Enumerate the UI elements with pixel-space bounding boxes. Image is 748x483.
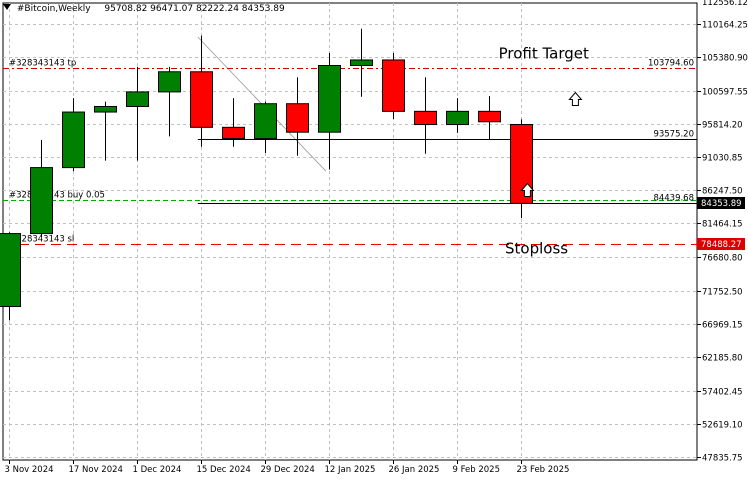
annotation-label: Stoploss [505,240,568,258]
candle-body [62,111,85,169]
candle-body [318,65,341,133]
candle-body [190,71,213,128]
candle-body [382,59,405,112]
trade-levels: #328343143 tp 103794.60 #328343143 buy 0.0… [3,36,697,245]
line-84439-price-label: 84439.68 [653,194,694,204]
x-tick-label: 26 Jan 2025 [389,465,440,475]
chart-header: #Bitcoin,Weekly 95708.82 96471.07 82222.… [3,4,285,14]
x-tick-label: 3 Nov 2024 [5,465,54,475]
y-tick-label: 76680.80 [702,254,743,264]
stop-loss-price-tag [697,238,745,250]
annotation-label: Profit Target [499,45,589,63]
candle-body [414,110,437,126]
y-tick-label: 57402.45 [702,388,743,398]
x-tick-label: 15 Dec 2024 [197,465,251,475]
up-arrow-icon [520,182,535,198]
candle-body [126,91,149,107]
current-price-tag [697,197,745,209]
axes: 110164.25 105380.90 100597.55 95814.20 91030… [5,0,748,475]
stop-loss-label: #328343143 sl [9,235,74,245]
current-price-tag-label: 84353.89 [701,199,742,209]
y-tick-label: 110164.25 [702,21,748,31]
x-tick-label: 29 Dec 2024 [261,465,315,475]
candle-body [94,105,117,113]
up-arrow-icon [568,91,583,107]
y-tick-label: 52619.10 [702,421,743,431]
candle-body [0,233,21,308]
candle-body [158,71,181,93]
candle-body [254,103,277,139]
y-tick-label: 66969.15 [702,321,743,331]
candles [0,28,533,321]
x-tick-label: 9 Feb 2025 [453,465,501,475]
line-93575-price-label: 93575.20 [653,130,694,140]
candle-body [478,110,501,123]
stop-loss-price-tag-label: 78488.27 [701,240,742,250]
take-profit-label: #328343143 tp [9,59,76,69]
y-tick-label: 86247.50 [702,187,743,197]
x-tick-label: 17 Nov 2024 [69,465,123,475]
chart-ohlc: 95708.82 96471.07 82222.24 84353.89 [104,4,285,14]
y-tick-label: 95814.20 [702,121,743,131]
y-tick-label: 100597.55 [702,88,748,98]
y-tick-label: 62185.80 [702,354,743,364]
grid [2,2,698,461]
annotations: Profit Target Stoploss [499,45,589,258]
plot-frame [2,2,698,461]
header-icon [3,4,11,10]
candle-body [446,110,469,126]
y-tick-label: 47835.75 [702,454,743,464]
candle-body [30,167,53,235]
buy-entry-label: #328343143 buy 0.05 [9,191,105,201]
y-tick-label: 105380.90 [702,54,748,64]
y-tick-label: 81464.15 [702,220,743,230]
x-tick-label: 1 Dec 2024 [133,465,182,475]
candle-body [350,59,373,67]
candle-body [286,103,309,133]
y-tick-label: 91030.85 [702,154,743,164]
chart-symbol: #Bitcoin,Weekly [16,4,91,14]
x-tick-label: 12 Jan 2025 [325,465,376,475]
y-tick-label: 71752.50 [702,288,743,298]
take-profit-price-label: 103794.60 [648,59,694,69]
candle-body [222,126,245,139]
x-tick-label: 23 Feb 2025 [517,465,570,475]
y-tick-label-top: 112556.12 [702,0,748,8]
